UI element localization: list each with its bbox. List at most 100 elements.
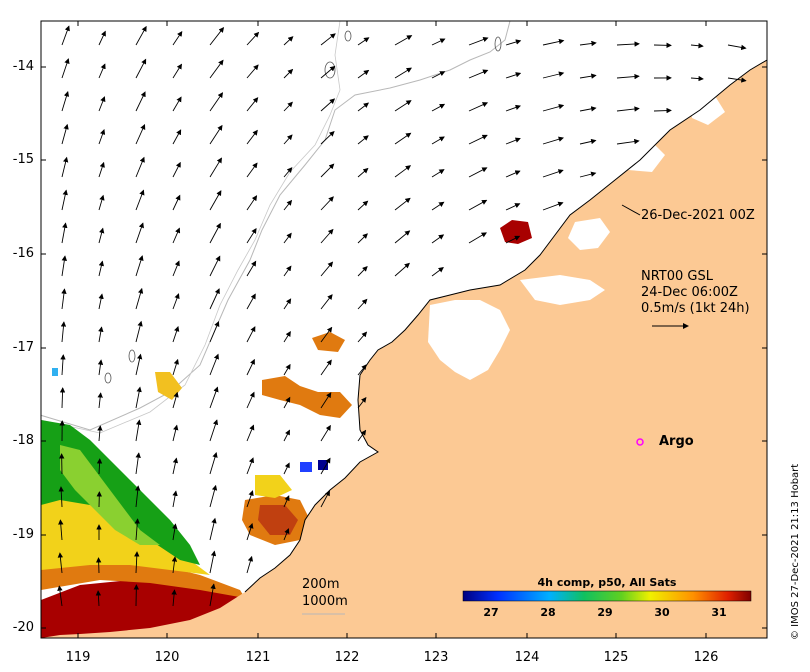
current-vector-arrow — [542, 136, 564, 145]
current-vector-arrow — [468, 232, 487, 244]
current-vector-arrow — [542, 201, 564, 211]
current-vector-arrow — [357, 429, 367, 442]
current-vector-arrow — [209, 550, 217, 574]
current-vector-arrow — [394, 197, 411, 211]
current-vector-arrow — [283, 528, 290, 541]
current-vector-arrow — [61, 25, 70, 46]
current-vector-arrow — [357, 396, 367, 409]
current-vector-arrow — [394, 132, 412, 145]
current-vector-arrow — [172, 293, 180, 310]
current-vector-arrow — [320, 98, 336, 112]
current-vector-arrow — [357, 37, 370, 46]
current-vector-arrow — [246, 97, 259, 112]
current-vector-arrow — [98, 161, 105, 178]
y-tick-label: -14 — [12, 59, 34, 74]
current-vector-arrow — [431, 201, 445, 211]
current-vector-arrow — [431, 169, 445, 178]
current-vector-arrow — [320, 33, 336, 46]
current-vector-arrow — [690, 43, 704, 49]
x-tick-label: 125 — [603, 650, 629, 665]
current-vector-arrow — [97, 425, 103, 442]
current-vector-arrow — [172, 523, 178, 541]
current-vector-arrow — [320, 196, 334, 211]
y-tick-label: -15 — [12, 152, 34, 167]
current-vector-arrow — [357, 167, 369, 178]
current-vector-arrow — [98, 326, 104, 343]
y-tick-label: -19 — [12, 527, 34, 542]
current-vector-arrow — [431, 38, 446, 46]
current-vector-arrow — [246, 293, 256, 310]
current-vector-arrow — [542, 38, 565, 46]
x-tick-label: 123 — [423, 650, 449, 665]
y-tick-label: -20 — [12, 620, 34, 635]
colorbar-tick: 29 — [597, 606, 613, 619]
current-vector-arrow — [653, 107, 672, 114]
current-vector-arrow — [135, 123, 146, 145]
current-vector-arrow — [616, 41, 640, 47]
current-vector-arrow — [431, 234, 445, 244]
current-vector-arrow — [468, 102, 489, 112]
current-vector-arrow — [505, 137, 521, 145]
current-vector-arrow — [98, 227, 105, 244]
current-vector-arrow — [209, 157, 222, 178]
current-vector-arrow — [172, 358, 179, 376]
x-tick-label: 120 — [154, 650, 180, 665]
current-vector-arrow — [172, 30, 183, 46]
current-vector-arrow — [98, 96, 106, 112]
current-vector-arrow — [135, 156, 145, 178]
current-vector-arrow — [172, 424, 179, 442]
current-vector-arrow — [57, 552, 64, 574]
current-vector-arrow — [172, 194, 181, 211]
current-vector-arrow — [135, 485, 141, 508]
current-vector-arrow — [246, 162, 258, 178]
map-frame — [40, 20, 768, 639]
current-vector-arrow — [246, 457, 255, 475]
current-vector-arrow — [135, 222, 144, 244]
current-vector-arrow — [246, 358, 255, 376]
current-vector-arrow — [135, 287, 144, 310]
current-vector-arrow — [320, 261, 334, 277]
current-vector-arrow — [394, 100, 412, 112]
argo-float-marker — [636, 438, 644, 446]
current-vector-arrow — [61, 91, 70, 112]
current-product-label: NRT00 GSL — [641, 269, 713, 284]
current-vector-arrow — [209, 484, 218, 508]
current-vector-arrow — [135, 353, 143, 376]
current-vector-arrow — [135, 25, 147, 46]
current-vector-arrow — [57, 585, 63, 607]
current-vector-arrow — [468, 36, 489, 46]
y-tick-label: -18 — [12, 433, 34, 448]
current-vector-arrow — [61, 156, 69, 178]
colorbar — [462, 590, 752, 602]
current-vector-arrow — [60, 354, 66, 376]
current-vector-arrow — [58, 486, 64, 508]
x-tick-label: 122 — [334, 650, 360, 665]
current-vector-arrow — [616, 106, 640, 112]
current-vector-arrow — [60, 321, 67, 343]
y-tick-label: -17 — [12, 340, 34, 355]
current-vector-arrow — [172, 260, 180, 277]
current-vector-arrow — [209, 92, 224, 112]
current-vector-arrow — [98, 260, 105, 277]
current-vector-arrow — [209, 288, 220, 310]
current-vector-arrow — [135, 189, 145, 211]
current-vector-arrow — [357, 69, 370, 79]
current-vector-arrow — [209, 255, 221, 277]
current-vector-arrow — [320, 130, 335, 145]
current-vector-arrow — [172, 457, 179, 475]
current-vector-arrow — [135, 452, 141, 475]
current-vector-arrow — [61, 255, 67, 277]
current-vector-arrow — [172, 96, 182, 112]
current-vector-arrow — [61, 288, 67, 310]
current-vector-arrow — [59, 387, 66, 409]
current-vector-arrow — [357, 200, 369, 211]
current-vector-arrow — [135, 91, 146, 112]
isobath-label-1000m: 1000m — [302, 594, 348, 609]
current-vector-arrow — [542, 71, 565, 79]
current-vector-arrow — [246, 227, 257, 244]
current-vector-arrow — [505, 203, 521, 211]
current-vector-arrow — [357, 331, 368, 343]
current-vector-arrow — [209, 419, 219, 442]
current-vector-arrow — [320, 228, 334, 244]
current-vector-arrow — [61, 222, 68, 244]
